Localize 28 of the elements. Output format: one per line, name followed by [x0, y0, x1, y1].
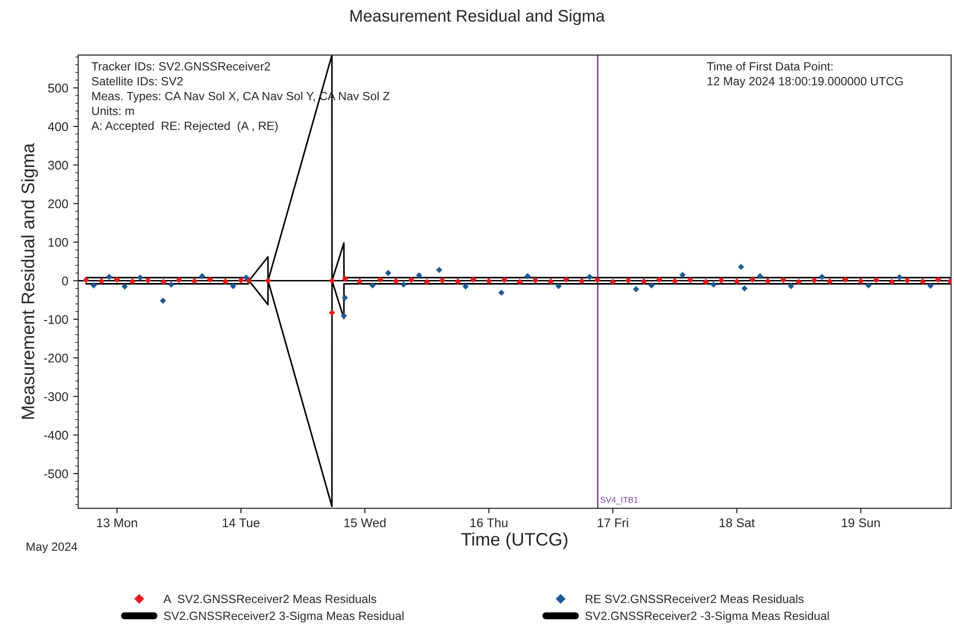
y-tick-label: -200	[44, 354, 68, 363]
y-tick-label: -400	[44, 430, 68, 440]
x-tick-label: 18 Sat	[720, 518, 755, 528]
y-tick-label: 500	[48, 84, 68, 93]
annotation: Time of First Data Point: 12 May 2024 18:00:19.000000 UTCG	[706, 62, 903, 88]
y-tick-label: -500	[44, 469, 68, 478]
x-tick-label: 16 Thu	[470, 518, 508, 528]
x-tick-label: 17 Fri	[598, 518, 628, 528]
x-tick-label: 19 Sun	[842, 518, 880, 528]
ref-line-label: SV4_ITB1	[600, 496, 638, 504]
legend-label: RE SV2.GNSSReceiver2 Meas Residuals	[586, 594, 804, 604]
legend-label: A SV2.GNSSReceiver2 Meas Residuals	[163, 594, 376, 604]
x-axis-title: Time (UTCG)	[461, 532, 568, 550]
y-tick-label: 400	[48, 122, 68, 132]
y-tick-label: 300	[48, 160, 68, 170]
x-tick-label: 15 Wed	[344, 518, 386, 528]
legend-label: SV2.GNSSReceiver2 -3-Sigma Meas Residual	[585, 611, 829, 622]
x-tick-label: 14 Tue	[222, 518, 260, 528]
chart-title: Measurement Residual and Sigma	[350, 9, 605, 26]
x-tick-label: 13 Mon	[97, 518, 138, 528]
y-tick-label: 0	[62, 276, 68, 286]
text: May 2024	[26, 542, 78, 554]
y-axis-title: Measurement Residual and Sigma	[21, 143, 38, 419]
y-tick-label: 100	[48, 238, 68, 247]
y-tick-label: 200	[48, 199, 68, 208]
legend-label: SV2.GNSSReceiver2 3-Sigma Meas Residual	[164, 611, 404, 622]
y-tick-label: -100	[44, 315, 68, 324]
y-tick-label: -300	[44, 392, 68, 402]
